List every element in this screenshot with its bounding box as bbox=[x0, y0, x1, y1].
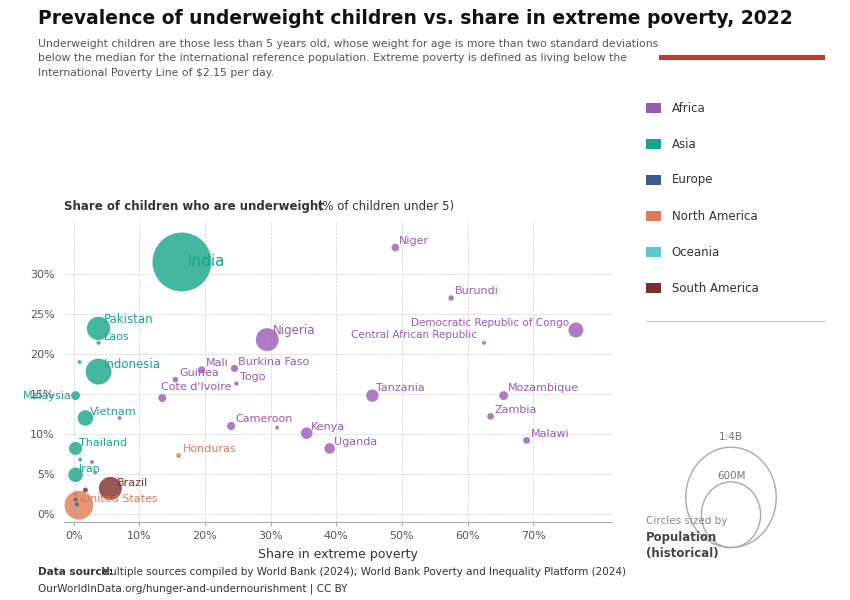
Point bbox=[72, 500, 86, 510]
Text: Cote d'Ivoire: Cote d'Ivoire bbox=[161, 382, 231, 392]
Text: Malawi: Malawi bbox=[530, 429, 570, 439]
Point bbox=[230, 379, 243, 388]
Text: Tanzania: Tanzania bbox=[377, 383, 425, 393]
Text: (historical): (historical) bbox=[646, 547, 718, 560]
Point bbox=[69, 495, 82, 505]
Point bbox=[388, 243, 402, 253]
Point bbox=[484, 412, 497, 421]
Text: Zambia: Zambia bbox=[495, 405, 537, 415]
Point bbox=[366, 391, 379, 400]
Point bbox=[113, 413, 127, 423]
Point bbox=[570, 325, 583, 335]
Bar bbox=[659, 55, 824, 60]
Text: Share of children who are underweight: Share of children who are underweight bbox=[64, 200, 324, 213]
Text: South America: South America bbox=[672, 281, 758, 295]
Text: OurWorldInData.org/hunger-and-undernourishment | CC BY: OurWorldInData.org/hunger-and-undernouri… bbox=[38, 583, 348, 594]
Text: Kenya: Kenya bbox=[310, 422, 345, 431]
Point bbox=[224, 421, 238, 431]
Text: Malaysia: Malaysia bbox=[23, 391, 71, 401]
Point bbox=[92, 367, 105, 376]
X-axis label: Share in extreme poverty: Share in extreme poverty bbox=[258, 548, 418, 561]
Text: Central African Republic: Central African Republic bbox=[351, 331, 478, 340]
Point bbox=[156, 393, 169, 403]
Point bbox=[69, 443, 82, 453]
Point bbox=[175, 257, 189, 267]
Text: Population: Population bbox=[646, 531, 717, 544]
Text: Honduras: Honduras bbox=[183, 444, 236, 454]
Text: Uganda: Uganda bbox=[333, 437, 377, 447]
Point bbox=[69, 489, 82, 499]
Point bbox=[195, 365, 208, 375]
Point bbox=[92, 338, 105, 347]
Text: India: India bbox=[187, 254, 224, 269]
Text: Burkina Faso: Burkina Faso bbox=[238, 357, 309, 367]
Text: 1:4B: 1:4B bbox=[719, 432, 743, 442]
Point bbox=[69, 391, 82, 400]
Text: Our World: Our World bbox=[706, 18, 777, 31]
Text: Iran: Iran bbox=[79, 464, 101, 474]
Text: Asia: Asia bbox=[672, 137, 696, 151]
Text: Vietnam: Vietnam bbox=[90, 407, 137, 417]
Text: Togo: Togo bbox=[241, 372, 266, 382]
Point bbox=[70, 500, 83, 509]
Text: Thailand: Thailand bbox=[79, 437, 127, 448]
Text: Prevalence of underweight children vs. share in extreme poverty, 2022: Prevalence of underweight children vs. s… bbox=[38, 9, 793, 28]
Text: Data source:: Data source: bbox=[38, 567, 113, 577]
Text: Pakistan: Pakistan bbox=[104, 313, 154, 326]
Text: Guinea: Guinea bbox=[179, 368, 219, 378]
Point bbox=[76, 495, 89, 505]
Point bbox=[300, 428, 314, 438]
Text: Circles sized by: Circles sized by bbox=[646, 516, 728, 526]
Text: Burundi: Burundi bbox=[455, 286, 499, 296]
Point bbox=[497, 391, 511, 400]
Point bbox=[85, 457, 99, 467]
Text: Africa: Africa bbox=[672, 101, 705, 115]
Point bbox=[260, 335, 274, 344]
Text: (% of children under 5): (% of children under 5) bbox=[314, 200, 455, 213]
Text: Mali: Mali bbox=[206, 358, 229, 368]
Text: Indonesia: Indonesia bbox=[104, 358, 161, 371]
Point bbox=[92, 323, 105, 333]
Point bbox=[270, 423, 284, 433]
Point bbox=[445, 293, 458, 303]
Text: Mozambique: Mozambique bbox=[507, 383, 579, 393]
Point bbox=[69, 470, 82, 479]
Text: North America: North America bbox=[672, 209, 757, 223]
Point bbox=[477, 338, 490, 347]
Text: Democratic Republic of Congo: Democratic Republic of Congo bbox=[411, 317, 570, 328]
Text: Laos: Laos bbox=[104, 332, 129, 342]
Text: Brazil: Brazil bbox=[117, 478, 148, 488]
Text: Multiple sources compiled by World Bank (2024); World Bank Poverty and Inequalit: Multiple sources compiled by World Bank … bbox=[98, 567, 626, 577]
Text: Nigeria: Nigeria bbox=[273, 324, 315, 337]
Point bbox=[323, 443, 337, 453]
Point bbox=[73, 357, 87, 367]
Point bbox=[520, 436, 534, 445]
Point bbox=[228, 364, 241, 373]
Text: Cameroon: Cameroon bbox=[235, 415, 292, 424]
Point bbox=[168, 375, 182, 385]
Text: in Data: in Data bbox=[717, 39, 767, 52]
Point bbox=[88, 467, 102, 477]
Point bbox=[73, 455, 87, 464]
Point bbox=[68, 505, 82, 515]
Point bbox=[104, 484, 117, 493]
Point bbox=[172, 451, 185, 460]
Text: Underweight children are those less than 5 years old, whose weight for age is mo: Underweight children are those less than… bbox=[38, 39, 659, 78]
Text: 600M: 600M bbox=[717, 470, 745, 481]
Text: Oceania: Oceania bbox=[672, 245, 720, 259]
Point bbox=[78, 413, 92, 423]
Text: Europe: Europe bbox=[672, 173, 713, 187]
Text: United States: United States bbox=[82, 494, 158, 505]
Text: Niger: Niger bbox=[400, 236, 429, 246]
Point bbox=[78, 485, 92, 495]
